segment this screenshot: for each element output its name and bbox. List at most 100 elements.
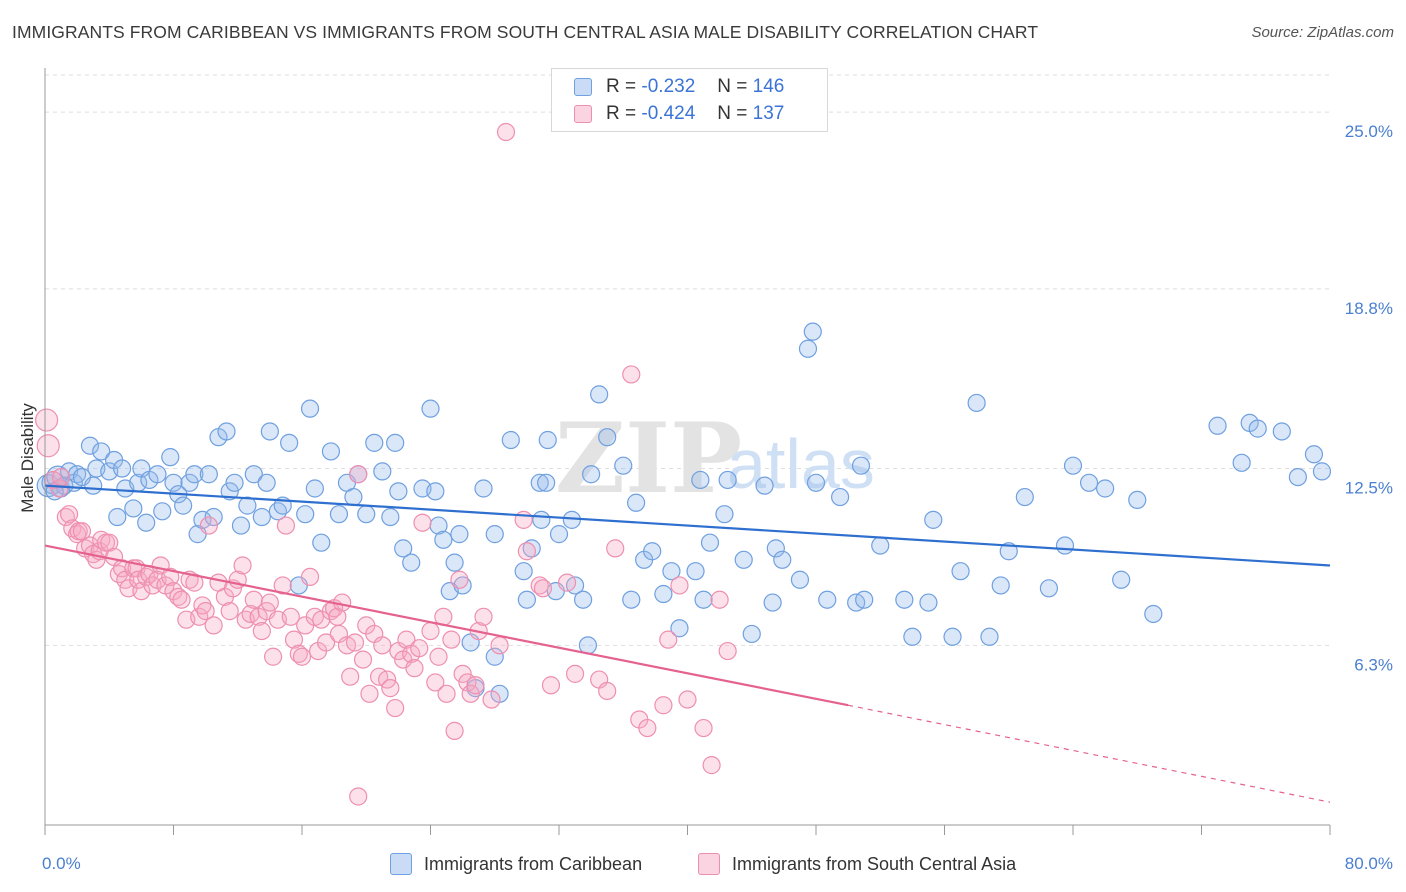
south-central-asia-point: [284, 630, 304, 649]
caribbean-point: [185, 465, 204, 484]
south-central-asia-point: [36, 434, 60, 458]
caribbean-point: [694, 590, 713, 609]
caribbean-point: [538, 430, 557, 450]
caribbean-point: [421, 399, 440, 418]
legend-row-south-central-asia: R = -0.424 N = 137: [574, 102, 784, 126]
caribbean-point: [389, 482, 408, 501]
south-central-asia-point: [252, 621, 271, 641]
watermark: ZIP atlas: [555, 402, 875, 515]
south-central-asia-point: [263, 647, 283, 666]
caribbean-point: [92, 442, 111, 461]
caribbean-point: [830, 487, 850, 507]
caribbean-point: [199, 465, 218, 484]
caribbean-point: [532, 510, 551, 529]
caribbean-point: [1144, 604, 1163, 624]
caribbean-point: [394, 539, 413, 558]
caribbean-point: [161, 448, 180, 467]
caribbean-point: [924, 510, 943, 529]
watermark-zip: ZIP: [555, 402, 742, 515]
caribbean-point: [686, 562, 705, 581]
caribbean-point: [1232, 453, 1251, 472]
south-central-asia-point: [35, 408, 59, 432]
caribbean-point: [742, 624, 761, 644]
south-central-asia-point: [670, 576, 689, 595]
caribbean-point: [257, 473, 276, 492]
south-central-asia-point: [199, 516, 218, 535]
legend-n-label: N =: [717, 76, 748, 97]
bottom-legend-south-central-asia: Immigrants from South Central Asia: [698, 850, 1016, 878]
caribbean-point: [517, 590, 536, 609]
caribbean-point: [445, 553, 464, 572]
caribbean-point: [855, 590, 874, 609]
caribbean-point: [217, 422, 236, 441]
caribbean-point: [80, 436, 100, 455]
y-tick-label: 12.5%: [1345, 479, 1393, 498]
south-central-asia-point: [169, 587, 188, 606]
south-central-asia-point: [530, 576, 549, 595]
caribbean-trend-line: [44, 484, 1331, 567]
caribbean-point: [386, 433, 405, 452]
south-central-asia-point: [678, 690, 697, 709]
south-central-asia-point: [565, 664, 585, 683]
south-central-asia-point: [292, 647, 312, 666]
legend-row-caribbean: R = -0.232 N = 146: [574, 75, 784, 99]
caribbean-point: [1039, 579, 1059, 598]
y-tick-label: 6.3%: [1354, 655, 1393, 674]
south-central-asia-point: [161, 567, 180, 587]
y-tick-label: 18.8%: [1345, 299, 1393, 318]
south-central-asia-point: [281, 607, 300, 626]
bottom-legend-label-caribbean: Immigrants from Caribbean: [424, 853, 643, 874]
south-central-asia-point: [68, 525, 87, 544]
caribbean-point: [231, 516, 251, 535]
bottom-legend-swatch-south-central-asia: [698, 853, 720, 875]
south-central-asia-point: [541, 676, 561, 695]
south-central-asia-point: [606, 539, 625, 558]
south-central-asia-point: [100, 533, 119, 552]
south-central-asia-point: [461, 684, 480, 703]
caribbean-point: [474, 479, 493, 498]
chart-title: IMMIGRANTS FROM CARIBBEAN VS IMMIGRANTS …: [12, 22, 1039, 42]
caribbean-point: [357, 505, 376, 524]
south-central-asia-point: [360, 684, 379, 703]
caribbean-point: [626, 493, 646, 512]
caribbean-point: [598, 428, 617, 447]
caribbean-point: [755, 476, 774, 495]
caribbean-point: [485, 647, 504, 666]
caribbean-point: [84, 476, 103, 495]
south-central-asia-point: [453, 664, 472, 683]
south-central-asia-point: [445, 721, 464, 740]
y-axis-label: Male Disability: [18, 403, 37, 513]
bottom-legend-label-south-central-asia: Immigrants from South Central Asia: [732, 853, 1017, 874]
caribbean-point: [951, 562, 970, 581]
caribbean-point: [967, 393, 986, 413]
south-central-asia-point: [185, 573, 204, 592]
caribbean-point: [108, 507, 127, 527]
caribbean-point: [691, 470, 710, 490]
caribbean-point: [562, 510, 581, 529]
caribbean-point: [662, 562, 681, 581]
south-central-asia-point: [694, 718, 713, 738]
caribbean-point: [818, 590, 837, 609]
caribbean-point: [1055, 536, 1075, 555]
south-central-asia-point: [426, 673, 445, 692]
caribbean-point: [402, 553, 421, 572]
caribbean-point: [871, 536, 890, 555]
x-tick-label: 80.0%: [1345, 854, 1393, 873]
south-central-asia-point: [72, 522, 92, 541]
x-tick-label: 0.0%: [42, 854, 81, 873]
caribbean-point: [654, 584, 673, 604]
caribbean-point: [305, 479, 324, 498]
south-central-asia-point: [702, 756, 721, 775]
caribbean-point: [381, 507, 400, 527]
south-central-asia-point: [413, 513, 432, 532]
south-central-asia-point: [51, 467, 71, 487]
south-central-asia-point: [397, 630, 416, 649]
south-central-asia-point: [345, 633, 365, 652]
legend: R = -0.232 N = 146 R = -0.424 N = 137: [551, 68, 828, 132]
caribbean-point: [643, 542, 662, 561]
caribbean-point: [766, 539, 785, 558]
south-central-asia-point: [638, 718, 657, 738]
south-central-asia-point: [490, 636, 509, 655]
south-central-asia-point: [50, 479, 69, 498]
caribbean-point: [164, 473, 183, 492]
